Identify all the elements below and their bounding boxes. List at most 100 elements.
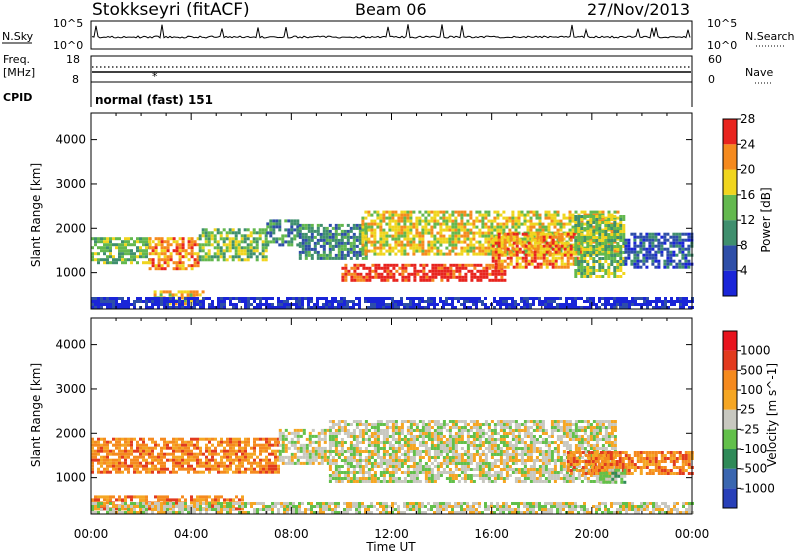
noise-sky-line (91, 24, 691, 39)
heatmap-cell (370, 453, 374, 456)
heatmap-cell (91, 246, 94, 250)
heatmap-cell (439, 249, 443, 253)
heatmap-cell (160, 237, 164, 241)
heatmap-cell (536, 235, 540, 239)
heatmap-cell (633, 253, 637, 257)
heatmap-cell (418, 456, 422, 459)
heatmap-cell (484, 246, 488, 250)
heatmap-cell (460, 465, 464, 468)
heatmap-cell (376, 306, 379, 309)
heatmap-cell (415, 297, 418, 300)
heatmap-cell (604, 306, 607, 309)
heatmap-cell (91, 300, 94, 303)
heatmap-cell (314, 434, 318, 438)
heatmap-cell (598, 239, 602, 242)
heatmap-cell (475, 462, 479, 465)
heatmap-cell (374, 272, 378, 276)
heatmap-cell (328, 247, 332, 251)
heatmap-cell (415, 249, 419, 253)
heatmap-cell (427, 252, 431, 256)
heatmap-cell (601, 297, 604, 300)
heatmap-cell (434, 272, 438, 276)
heatmap-cell (484, 447, 488, 450)
heatmap-cell (496, 300, 499, 303)
heatmap-cell (201, 234, 205, 238)
heatmap-cell (278, 228, 282, 232)
heatmap-cell (361, 441, 365, 444)
heatmap-cell (463, 234, 467, 238)
heatmap-cell (178, 458, 181, 462)
heatmap-cell (622, 245, 626, 248)
heatmap-cell (115, 243, 118, 247)
heatmap-cell (367, 453, 371, 456)
heatmap-cell (494, 235, 498, 239)
heatmap-cell (491, 278, 495, 282)
heatmap-cell (391, 480, 395, 483)
heatmap-cell (331, 256, 335, 260)
heatmap-cell (406, 456, 410, 459)
heatmap-cell (394, 246, 398, 250)
heatmap-cell (544, 210, 548, 214)
heatmap-cell (343, 423, 347, 426)
heatmap-cell (482, 269, 486, 273)
heatmap-cell (484, 297, 487, 300)
heatmap-cell (613, 230, 617, 233)
heatmap-cell (380, 266, 384, 270)
heatmap-cell (252, 252, 256, 256)
heatmap-cell (373, 237, 377, 241)
heatmap-cell (497, 265, 501, 269)
heatmap-cell (553, 219, 557, 223)
heatmap-cell (400, 225, 404, 229)
heatmap-cell (208, 306, 211, 309)
heatmap-cell (376, 213, 380, 217)
heatmap-cell (613, 236, 617, 239)
heatmap-cell (115, 258, 118, 262)
heatmap-cell (145, 452, 148, 456)
heatmap-cell (370, 225, 374, 229)
heatmap-cell (631, 297, 634, 300)
heatmap-cell (624, 250, 628, 254)
heatmap-cell (355, 480, 359, 483)
heatmap-cell (577, 245, 581, 248)
heatmap-cell (261, 246, 265, 250)
heatmap-cell (672, 235, 676, 239)
heatmap-cell (322, 303, 325, 306)
heatmap-cell (503, 241, 507, 245)
heatmap-cell (592, 272, 596, 275)
heatmap-cell (103, 297, 106, 300)
heatmap-cell (437, 269, 441, 273)
heatmap-cell (607, 228, 611, 232)
heatmap-cell (532, 210, 536, 214)
heatmap-cell (457, 432, 461, 435)
heatmap-cell (370, 444, 374, 447)
heatmap-cell (172, 464, 175, 468)
heatmap-cell (583, 251, 587, 254)
heatmap-cell (349, 480, 353, 483)
heatmap-cell (229, 443, 232, 447)
heatmap-cell (266, 225, 270, 229)
heatmap-cell (281, 449, 285, 453)
heatmap-cell (184, 452, 187, 456)
heatmap-cell (361, 237, 365, 241)
heatmap-cell (521, 250, 525, 254)
heatmap-cell (307, 253, 311, 257)
heatmap-cell (616, 269, 620, 272)
heatmap-cell (394, 210, 398, 214)
heatmap-cell (316, 223, 320, 227)
heatmap-cell (121, 255, 124, 259)
heatmap-cell (454, 441, 458, 444)
heatmap-cell (151, 303, 154, 306)
heatmap-cell (679, 300, 682, 303)
heatmap-cell (442, 234, 446, 238)
heatmap-cell (304, 235, 308, 239)
heatmap-cell (379, 459, 383, 462)
heatmap-cell (115, 461, 118, 465)
heatmap-cell (412, 240, 416, 244)
heatmap-cell (302, 452, 306, 456)
heatmap-cell (592, 230, 596, 233)
heatmap-cell (472, 249, 476, 253)
heatmap-cell (493, 216, 497, 220)
heatmap-cell (313, 247, 317, 251)
heatmap-cell (428, 275, 432, 279)
heatmap-cell (274, 455, 277, 459)
